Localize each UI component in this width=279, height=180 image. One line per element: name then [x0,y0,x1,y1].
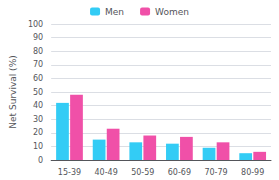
svg-text:90: 90 [33,33,43,42]
svg-text:0: 0 [38,156,43,165]
svg-text:Men: Men [105,7,124,17]
svg-text:50-59: 50-59 [131,168,154,177]
svg-text:30: 30 [33,115,43,124]
svg-text:Net Survival (%): Net Survival (%) [8,55,18,128]
svg-text:20: 20 [33,128,43,137]
svg-text:60-69: 60-69 [168,168,191,177]
svg-text:80: 80 [33,47,43,56]
svg-text:70: 70 [33,60,43,69]
svg-text:15-39: 15-39 [58,168,81,177]
svg-text:40: 40 [33,101,43,110]
svg-text:70-79: 70-79 [204,168,227,177]
svg-text:Women: Women [155,7,189,17]
svg-text:80-99: 80-99 [241,168,264,177]
svg-text:60: 60 [33,74,43,83]
svg-text:100: 100 [28,20,43,29]
svg-text:10: 10 [33,142,43,151]
svg-text:40-49: 40-49 [95,168,118,177]
svg-text:50: 50 [33,88,43,97]
